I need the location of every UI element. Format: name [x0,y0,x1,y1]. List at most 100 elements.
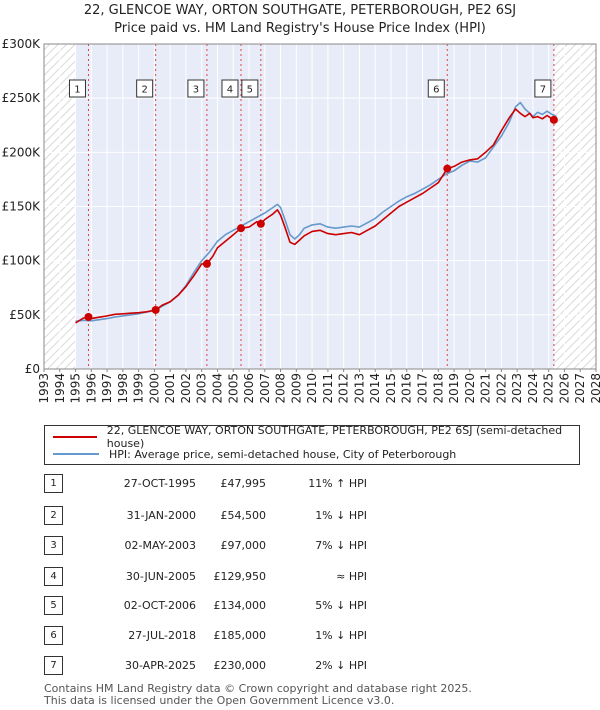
y-tick-label: £100K [2,254,42,268]
sale-number: 6 [44,626,63,645]
x-tick-label: 1997 [100,373,114,404]
x-tick-label: 2008 [274,373,288,404]
x-tick-label: 1995 [69,373,83,404]
x-tick-label: 2018 [431,373,445,404]
footer-copyright: Contains HM Land Registry data © Crown c… [44,682,472,695]
x-tick-label: 2027 [573,373,587,404]
legend-label-property: 22, GLENCOE WAY, ORTON SOUTHGATE, PETERB… [106,424,563,450]
sale-label-number: 4 [227,85,233,96]
x-tick-label: 1993 [37,373,51,404]
x-tick-label: 2022 [494,373,508,404]
sale-price: £47,995 [220,477,267,490]
sale-point [443,164,452,173]
x-tick-label: 2019 [447,373,461,404]
x-tick-label: 2014 [368,373,382,404]
x-tick-label: 2013 [352,373,366,404]
x-tick-label: 2010 [305,373,319,404]
sale-date: 02-OCT-2006 [123,599,196,612]
legend-swatch-property [53,436,97,438]
x-tick-label: 2015 [384,373,398,404]
sale-date: 27-JUL-2018 [128,629,196,642]
sale-price: £129,950 [213,570,267,583]
chart-subtitle: Price paid vs. HM Land Registry's House … [114,21,486,36]
x-tick-label: 2003 [195,373,209,404]
x-tick-label: 2020 [463,373,477,404]
sale-point [151,305,160,314]
y-tick-label: £200K [2,145,42,159]
x-tick-label: 2001 [163,373,177,404]
sale-label-number: 5 [247,85,253,96]
sale-label-box [187,79,205,98]
chart-legend: 22, GLENCOE WAY, ORTON SOUTHGATE, PETERB… [44,424,580,465]
sale-vs-hpi: 5% ↓ HPI [315,599,367,612]
sale-number: 1 [44,474,63,493]
x-tick-label: 1998 [116,373,130,404]
sale-label-number: 3 [193,85,199,96]
sale-label-number: 7 [540,85,546,96]
sale-price: £230,000 [213,659,267,672]
x-tick-label: 1999 [132,373,146,404]
sale-point [549,115,558,124]
sale-price: £54,500 [220,509,267,522]
sale-point [256,219,265,228]
x-tick-label: 2024 [526,373,540,404]
sale-label-box [534,79,552,98]
footer-licence: This data is licensed under the Open Gov… [44,694,395,707]
legend-item-hpi: HPI: Average price, semi-detached house,… [53,446,456,462]
sale-date: 30-JUN-2005 [125,570,196,583]
x-tick-label: 2009 [289,373,303,404]
sale-price: £97,000 [220,539,267,552]
sale-label-box [241,79,259,98]
y-tick-label: £0 [25,362,40,376]
y-tick-label: £50K [9,308,41,322]
x-tick-label: 2000 [147,373,161,404]
x-tick-label: 2017 [416,373,430,404]
sale-vs-hpi: 1% ↓ HPI [315,629,367,642]
sale-label-box [136,79,154,98]
sale-label-box [221,79,239,98]
sale-number: 2 [44,506,63,525]
sale-vs-hpi: 7% ↓ HPI [315,539,367,552]
sale-vs-hpi: 2% ↓ HPI [315,659,367,672]
x-tick-label: 2021 [479,373,493,404]
sale-number: 7 [44,656,63,675]
x-tick-label: 2023 [510,373,524,404]
sale-vs-hpi: ≈ HPI [336,570,367,583]
x-tick-label: 2011 [321,373,335,404]
sale-date: 30-APR-2025 [124,659,196,672]
x-tick-label: 2007 [258,373,272,404]
sale-price: £185,000 [213,629,267,642]
x-tick-label: 2026 [557,373,571,404]
sale-date: 02-MAY-2003 [124,539,196,552]
sale-point [202,259,211,268]
x-tick-label: 2006 [242,373,256,404]
sale-point [236,224,245,233]
sale-date: 31-JAN-2000 [126,509,196,522]
sale-label-number: 6 [433,85,439,96]
sale-label-number: 1 [74,85,80,96]
y-tick-label: £300K [2,37,42,51]
legend-item-property: 22, GLENCOE WAY, ORTON SOUTHGATE, PETERB… [53,424,579,450]
legend-swatch-hpi [53,453,99,455]
property-price-line [75,108,557,324]
sale-point [84,313,93,322]
x-tick-label: 2016 [400,373,414,404]
sale-label-number: 2 [141,85,147,96]
sale-label-box [68,79,86,98]
legend-label-hpi: HPI: Average price, semi-detached house,… [109,447,457,461]
sale-vs-hpi: 11% ↑ HPI [308,477,367,490]
sale-price: £134,000 [213,599,267,612]
x-tick-label: 2028 [589,373,600,404]
x-tick-label: 2012 [337,373,351,404]
sale-date: 27-OCT-1995 [123,477,196,490]
x-tick-label: 2004 [210,373,224,404]
sale-number: 4 [44,567,63,586]
x-tick-label: 2005 [226,373,240,404]
sale-number: 5 [44,596,63,615]
y-tick-label: £250K [2,91,42,105]
x-tick-label: 1996 [84,373,98,404]
x-tick-label: 2002 [179,373,193,404]
x-tick-label: 1994 [53,373,67,404]
sale-number: 3 [44,536,63,555]
plot-frame [43,43,597,370]
